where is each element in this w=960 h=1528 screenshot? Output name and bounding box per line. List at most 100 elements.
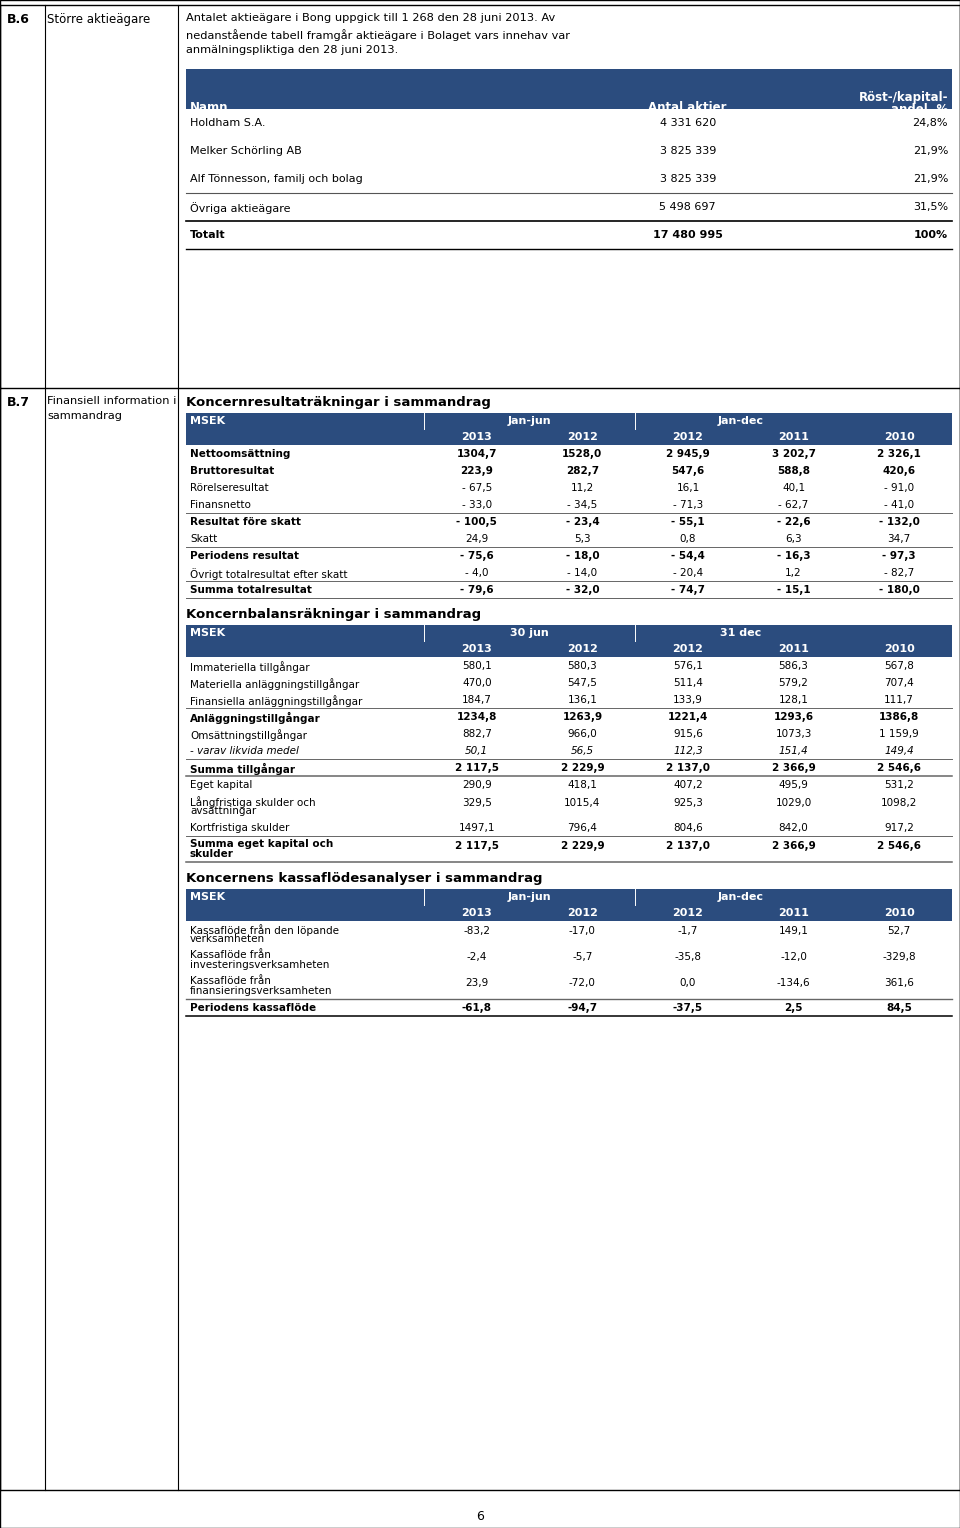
- Text: 531,2: 531,2: [884, 779, 914, 790]
- Text: 112,3: 112,3: [673, 746, 703, 756]
- Text: Koncernresultaträkningar i sammandrag: Koncernresultaträkningar i sammandrag: [186, 396, 491, 410]
- Text: 21,9%: 21,9%: [913, 174, 948, 183]
- Text: Materiella anläggningstillgångar: Materiella anläggningstillgångar: [190, 678, 359, 691]
- Text: 17 480 995: 17 480 995: [653, 231, 723, 240]
- Text: 6: 6: [476, 1510, 484, 1523]
- Text: Jan-jun: Jan-jun: [508, 416, 551, 426]
- Text: 24,9: 24,9: [466, 533, 489, 544]
- Text: Finansiella anläggningstillgångar: Finansiella anläggningstillgångar: [190, 695, 362, 707]
- Text: 1 159,9: 1 159,9: [879, 729, 919, 740]
- Text: 2 366,9: 2 366,9: [772, 840, 815, 851]
- Text: 2011: 2011: [779, 432, 809, 442]
- Text: - varav likvida medel: - varav likvida medel: [190, 746, 299, 756]
- Text: 6,3: 6,3: [785, 533, 802, 544]
- Text: -134,6: -134,6: [777, 978, 810, 989]
- Text: 11,2: 11,2: [571, 483, 594, 494]
- Text: Summa tillgångar: Summa tillgångar: [190, 762, 295, 775]
- Text: Övrigt totalresultat efter skatt: Övrigt totalresultat efter skatt: [190, 568, 348, 581]
- Text: 882,7: 882,7: [462, 729, 492, 740]
- Text: 2012: 2012: [567, 643, 598, 654]
- Text: 84,5: 84,5: [886, 1002, 912, 1013]
- Text: - 91,0: - 91,0: [884, 483, 914, 494]
- Text: 24,8%: 24,8%: [913, 118, 948, 128]
- Text: 56,5: 56,5: [571, 746, 594, 756]
- Text: Rörelseresultat: Rörelseresultat: [190, 483, 269, 494]
- Text: 1528,0: 1528,0: [563, 449, 603, 458]
- Text: 2013: 2013: [462, 908, 492, 918]
- Text: 31,5%: 31,5%: [913, 202, 948, 212]
- Text: 2012: 2012: [673, 432, 704, 442]
- Text: 1234,8: 1234,8: [457, 712, 497, 723]
- Text: MSEK: MSEK: [190, 892, 226, 902]
- Text: investeringsverksamheten: investeringsverksamheten: [190, 960, 329, 970]
- Bar: [186, 413, 952, 429]
- Text: 34,7: 34,7: [888, 533, 911, 544]
- Text: 707,4: 707,4: [884, 678, 914, 688]
- Text: 1015,4: 1015,4: [564, 798, 601, 808]
- Text: 2 546,6: 2 546,6: [877, 840, 922, 851]
- Text: 2 229,9: 2 229,9: [561, 762, 604, 773]
- Text: 223,9: 223,9: [461, 466, 493, 477]
- Text: 2011: 2011: [779, 643, 809, 654]
- Text: 2 117,5: 2 117,5: [455, 762, 499, 773]
- Text: 1293,6: 1293,6: [774, 712, 814, 723]
- Text: 1304,7: 1304,7: [457, 449, 497, 458]
- Text: -5,7: -5,7: [572, 952, 592, 963]
- Text: verksamheten: verksamheten: [190, 934, 265, 944]
- Bar: [186, 889, 952, 905]
- Text: Jan-jun: Jan-jun: [508, 892, 551, 902]
- Text: 0,8: 0,8: [680, 533, 696, 544]
- Text: - 15,1: - 15,1: [777, 585, 810, 594]
- Text: 925,3: 925,3: [673, 798, 703, 808]
- Bar: [186, 625, 952, 642]
- Text: 796,4: 796,4: [567, 824, 597, 833]
- Text: 3 202,7: 3 202,7: [772, 449, 816, 458]
- Text: 2012: 2012: [567, 432, 598, 442]
- Text: Långfristiga skulder och: Långfristiga skulder och: [190, 796, 316, 808]
- Bar: [186, 642, 952, 657]
- Text: MSEK: MSEK: [190, 416, 226, 426]
- Text: -61,8: -61,8: [462, 1002, 492, 1013]
- Text: 495,9: 495,9: [779, 779, 808, 790]
- Text: Bruttoresultat: Bruttoresultat: [190, 466, 275, 477]
- Text: 3 825 339: 3 825 339: [660, 147, 716, 156]
- Bar: [186, 905, 952, 921]
- Text: Resultat före skatt: Resultat före skatt: [190, 516, 301, 527]
- Text: 1497,1: 1497,1: [459, 824, 495, 833]
- Text: -94,7: -94,7: [567, 1002, 597, 1013]
- Text: 418,1: 418,1: [567, 779, 597, 790]
- Text: 2 326,1: 2 326,1: [877, 449, 922, 458]
- Text: 2010: 2010: [884, 908, 915, 918]
- Text: MSEK: MSEK: [190, 628, 226, 639]
- Text: Kortfristiga skulder: Kortfristiga skulder: [190, 824, 289, 833]
- Text: 1263,9: 1263,9: [563, 712, 603, 723]
- Text: Totalt: Totalt: [190, 231, 226, 240]
- Text: B.7: B.7: [7, 396, 30, 410]
- Text: 917,2: 917,2: [884, 824, 914, 833]
- Text: 2012: 2012: [567, 908, 598, 918]
- Text: 2 945,9: 2 945,9: [666, 449, 709, 458]
- Text: 128,1: 128,1: [779, 695, 808, 704]
- Text: 5,3: 5,3: [574, 533, 590, 544]
- Text: Periodens resultat: Periodens resultat: [190, 552, 299, 561]
- Text: 407,2: 407,2: [673, 779, 703, 790]
- Text: anmälningspliktiga den 28 juni 2013.: anmälningspliktiga den 28 juni 2013.: [186, 44, 398, 55]
- Text: - 55,1: - 55,1: [671, 516, 705, 527]
- Text: nedanstående tabell framgår aktieägare i Bolaget vars innehav var: nedanstående tabell framgår aktieägare i…: [186, 29, 570, 41]
- Text: 3 825 339: 3 825 339: [660, 174, 716, 183]
- Text: 2,5: 2,5: [784, 1002, 803, 1013]
- Text: Kassaflöde från: Kassaflöde från: [190, 976, 271, 986]
- Text: - 14,0: - 14,0: [567, 568, 597, 578]
- Text: 2012: 2012: [673, 908, 704, 918]
- Text: Nettoomsättning: Nettoomsättning: [190, 449, 290, 458]
- Text: 2 546,6: 2 546,6: [877, 762, 922, 773]
- Text: 1,2: 1,2: [785, 568, 802, 578]
- Text: Summa eget kapital och: Summa eget kapital och: [190, 839, 333, 850]
- Text: 100%: 100%: [914, 231, 948, 240]
- Text: -72,0: -72,0: [569, 978, 596, 989]
- Text: - 132,0: - 132,0: [878, 516, 920, 527]
- Text: Kassaflöde från: Kassaflöde från: [190, 950, 271, 960]
- Text: 52,7: 52,7: [888, 926, 911, 937]
- Text: - 97,3: - 97,3: [882, 552, 916, 561]
- Text: - 22,6: - 22,6: [777, 516, 810, 527]
